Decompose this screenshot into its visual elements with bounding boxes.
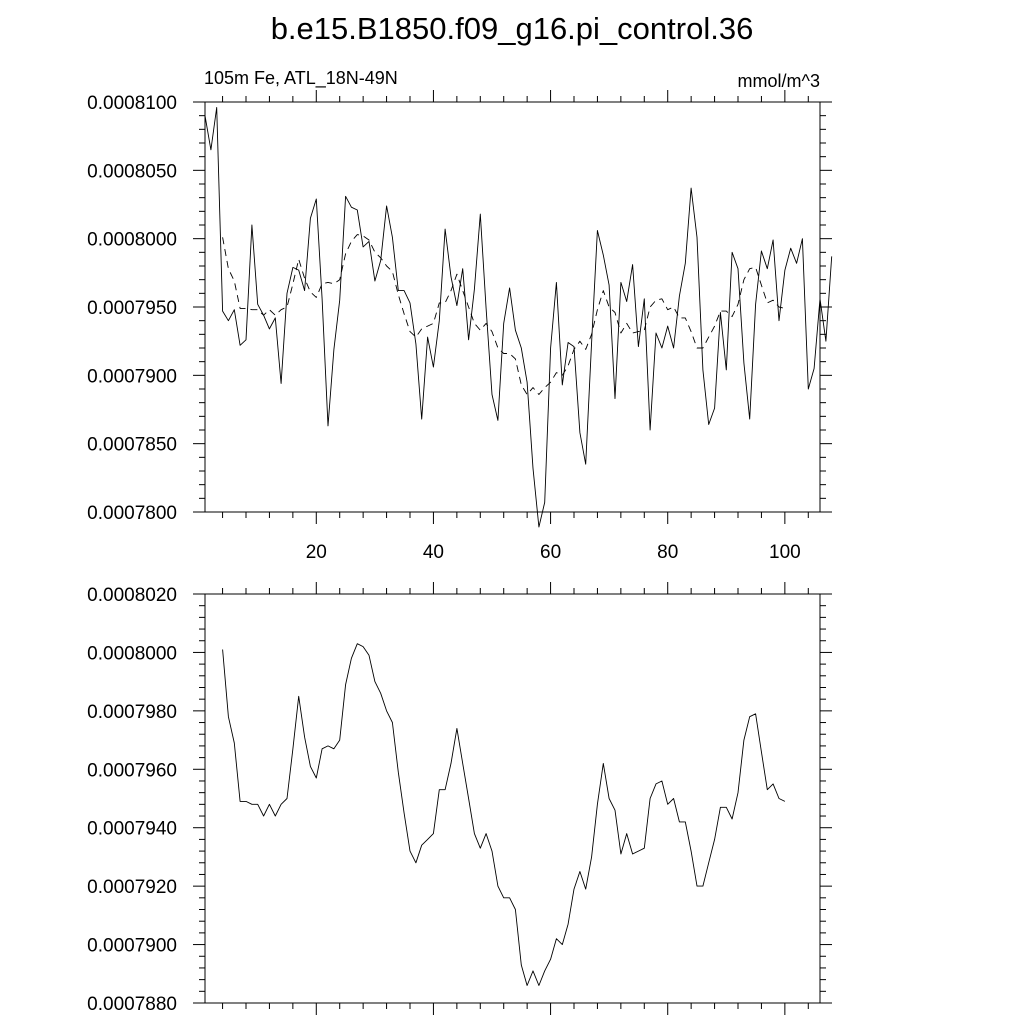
- series-line: [222, 643, 786, 986]
- y-tick-label: 0.0007980: [87, 702, 177, 723]
- y-tick-label: 0.0008000: [87, 643, 177, 664]
- x-tick-label: 20: [306, 542, 327, 563]
- y-tick-label: 0.0007960: [87, 760, 177, 781]
- series-line: [204, 107, 833, 528]
- top-panel-plot: 0.0007800 0.0007850 0.0007900 0.0007950 0.00…: [87, 90, 833, 563]
- y-tick-label: 0.0007800: [87, 503, 177, 524]
- y-tick-label: 0.0008000: [87, 230, 177, 251]
- y-tick-label: 0.0007900: [87, 936, 177, 957]
- y-tick-label: 0.0008100: [87, 93, 177, 114]
- y-tick-label: 0.0007940: [87, 819, 177, 840]
- running-mean-line: [222, 234, 786, 395]
- bottom-panel-plot: 0.0007880 0.0007900 0.0007920 0.0007940 0.00…: [87, 582, 832, 1015]
- y-tick-label: 0.0007880: [87, 994, 177, 1015]
- chart-title: b.e15.B1850.f09_g16.pi_control.36: [271, 11, 754, 46]
- y-tick-label: 0.0007920: [87, 877, 177, 898]
- y-tick-label: 0.0007900: [87, 366, 177, 387]
- x-tick-label: 40: [423, 542, 444, 563]
- y-tick-label: 0.0007850: [87, 435, 177, 456]
- top-panel-units-label: mmol/m^3: [738, 71, 820, 91]
- plot-frame: [204, 593, 821, 1004]
- x-tick-label: 80: [657, 542, 678, 563]
- x-tick-label: 60: [540, 542, 561, 563]
- x-tick-label: 100: [769, 542, 801, 563]
- y-tick-label: 0.0007950: [87, 298, 177, 319]
- top-panel-variable-label: 105m Fe, ATL_18N-49N: [204, 68, 398, 89]
- y-tick-label: 0.0008050: [87, 161, 177, 182]
- y-tick-label: 0.0008020: [87, 585, 177, 606]
